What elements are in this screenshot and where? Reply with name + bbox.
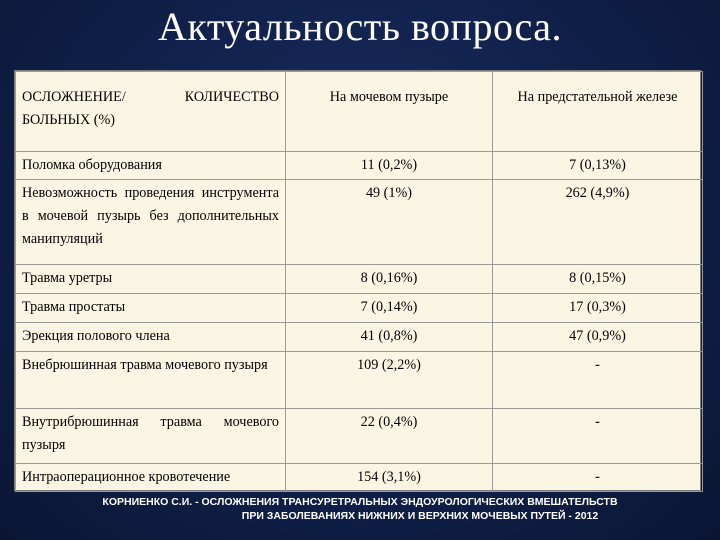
- table-header-row: ОСЛОЖНЕНИЕ/ КОЛИЧЕСТВО БОЛЬНЫХ (%) На мо…: [15, 71, 703, 152]
- row-prostate-value: 17 (0,3%): [492, 293, 703, 323]
- row-bladder-value: 154 (3,1%): [285, 463, 493, 492]
- table-row: Травма уретры 8 (0,16%) 8 (0,15%): [15, 264, 703, 294]
- row-bladder-value: 22 (0,4%): [285, 408, 493, 464]
- source-citation: КОРНИЕНКО С.И. - ОСЛОЖНЕНИЯ ТРАНСУРЕТРАЛ…: [0, 495, 720, 523]
- citation-line-1: КОРНИЕНКО С.И. - ОСЛОЖНЕНИЯ ТРАНСУРЕТРАЛ…: [102, 496, 618, 508]
- row-prostate-value: 7 (0,13%): [492, 151, 703, 180]
- table-row: Интраоперационное кровотечение 154 (3,1%…: [15, 463, 703, 492]
- header-prostate: На предстательной железе: [492, 71, 703, 152]
- row-bladder-value: 8 (0,16%): [285, 264, 493, 294]
- row-bladder-value: 109 (2,2%): [285, 351, 493, 409]
- table-row: Травма простаты 7 (0,14%) 17 (0,3%): [15, 293, 703, 323]
- table-row: Внутрибрюшинная травма мочевого пузыря 2…: [15, 408, 703, 464]
- row-prostate-value: 8 (0,15%): [492, 264, 703, 294]
- row-bladder-value: 41 (0,8%): [285, 322, 493, 352]
- table-row: Невозможность проведения инструмента в м…: [15, 179, 703, 265]
- complications-table: ОСЛОЖНЕНИЕ/ КОЛИЧЕСТВО БОЛЬНЫХ (%) На мо…: [14, 70, 703, 492]
- row-label: Внебрюшинная травма мочевого пузыря: [15, 351, 286, 409]
- row-label: Травма уретры: [15, 264, 286, 294]
- row-label: Внутрибрюшинная травма мочевого пузыря: [15, 408, 286, 464]
- table-row: Внебрюшинная травма мочевого пузыря 109 …: [15, 351, 703, 409]
- row-bladder-value: 49 (1%): [285, 179, 493, 265]
- row-prostate-value: -: [492, 408, 703, 464]
- slide-title: Актуальность вопроса.: [158, 4, 562, 49]
- row-bladder-value: 7 (0,14%): [285, 293, 493, 323]
- row-prostate-value: -: [492, 463, 703, 492]
- row-bladder-value: 11 (0,2%): [285, 151, 493, 180]
- row-label: Травма простаты: [15, 293, 286, 323]
- header-complication: ОСЛОЖНЕНИЕ/ КОЛИЧЕСТВО БОЛЬНЫХ (%): [15, 71, 286, 152]
- row-label: Интраоперационное кровотечение: [15, 463, 286, 492]
- header-bladder: На мочевом пузыре: [285, 71, 493, 152]
- citation-line-2: ПРИ ЗАБОЛЕВАНИЯХ НИЖНИХ И ВЕРХНИХ МОЧЕВЫ…: [241, 510, 599, 522]
- row-prostate-value: 262 (4,9%): [492, 179, 703, 265]
- table-row: Поломка оборудования 11 (0,2%) 7 (0,13%): [15, 151, 703, 180]
- row-prostate-value: -: [492, 351, 703, 409]
- row-label: Невозможность проведения инструмента в м…: [15, 179, 286, 265]
- row-prostate-value: 47 (0,9%): [492, 322, 703, 352]
- row-label: Поломка оборудования: [15, 151, 286, 180]
- table-row: Эрекция полового члена 41 (0,8%) 47 (0,9…: [15, 322, 703, 352]
- row-label: Эрекция полового члена: [15, 322, 286, 352]
